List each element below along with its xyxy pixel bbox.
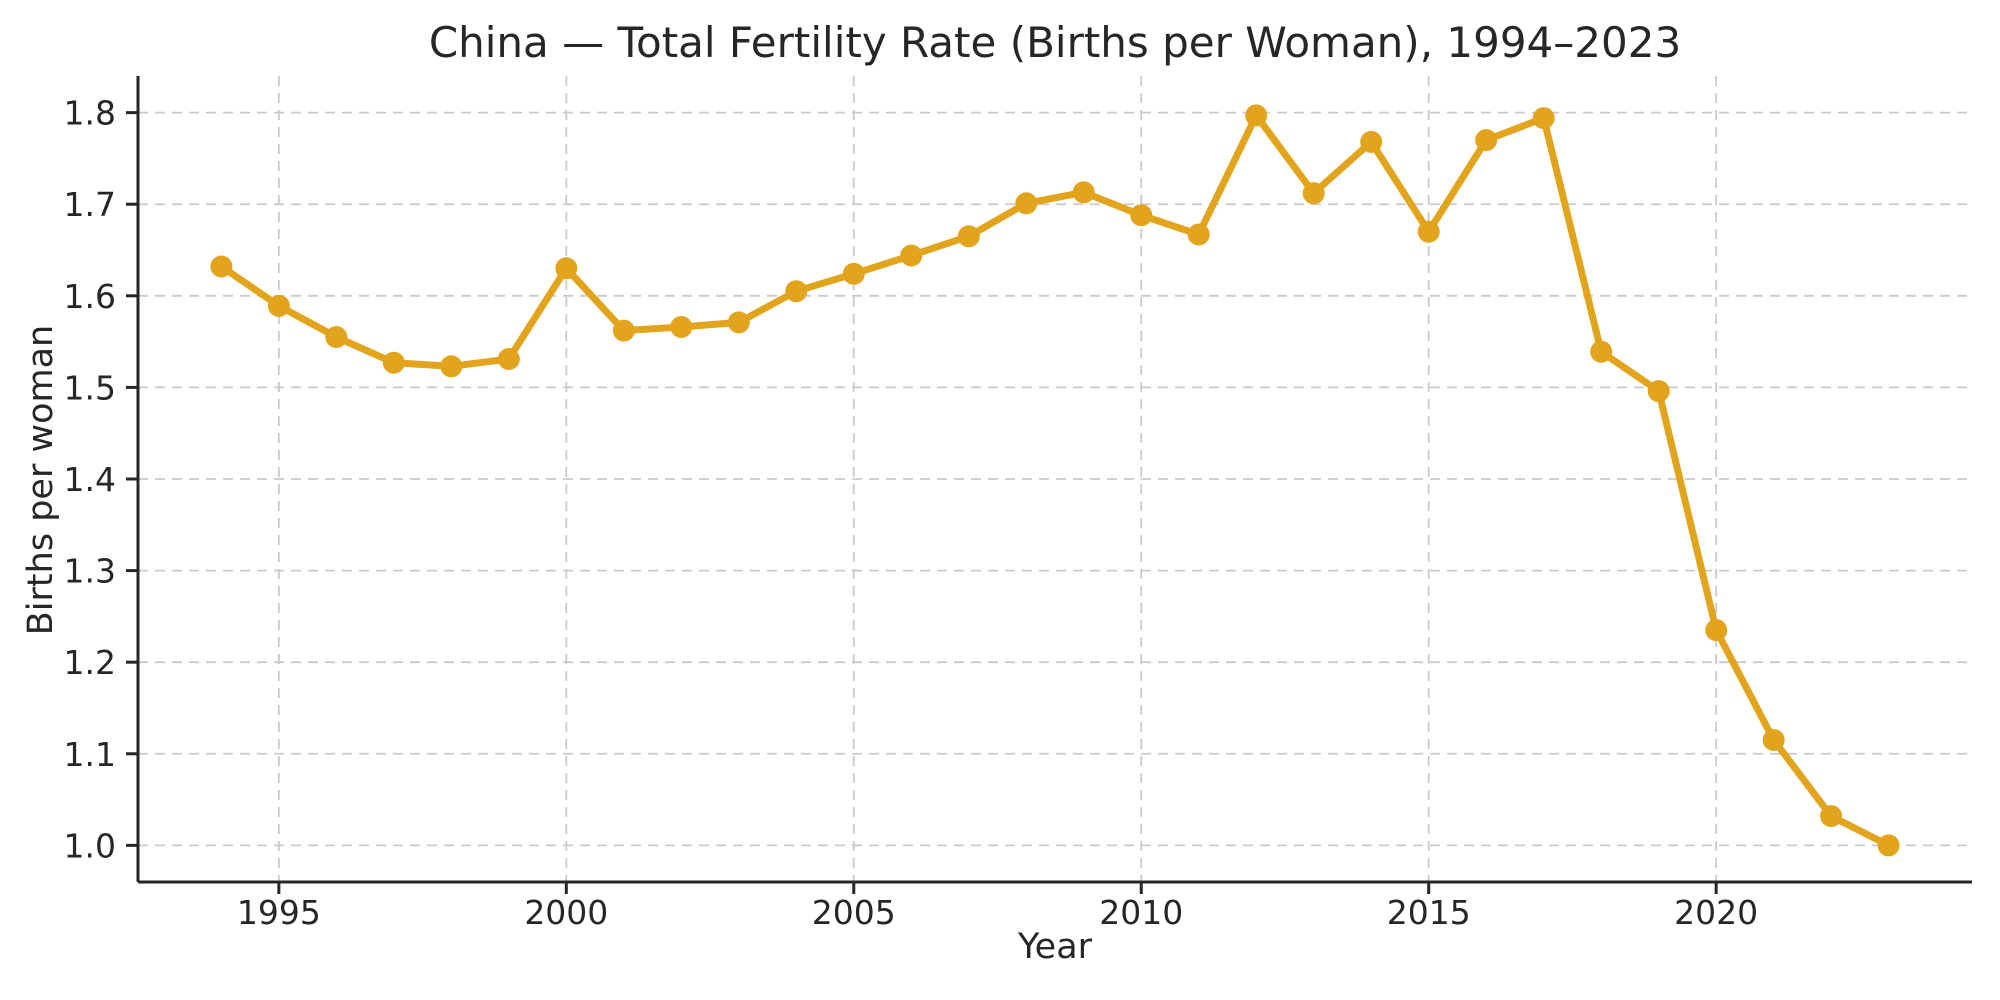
data-point [612, 319, 635, 342]
data-point [497, 348, 520, 370]
tick-marks [126, 111, 1718, 894]
data-point [555, 257, 578, 280]
x-tick-label: 2020 [1674, 893, 1758, 932]
y-tick-label: 1.7 [64, 185, 116, 224]
data-point [1015, 192, 1038, 215]
data-point [440, 355, 463, 378]
y-tick-label: 1.4 [64, 460, 116, 499]
data-point [842, 262, 865, 285]
grid [138, 76, 1972, 882]
data-point [1072, 181, 1095, 204]
y-tick-label: 1.3 [64, 552, 116, 591]
data-point [1187, 223, 1210, 246]
fertility-line [217, 111, 1893, 849]
data-point [1302, 182, 1325, 205]
y-tick-label: 1.2 [64, 643, 116, 682]
data-point [670, 316, 693, 338]
data-point [382, 351, 405, 374]
y-tick-label: 1.0 [64, 826, 116, 865]
data-point [1245, 104, 1268, 127]
y-tick-label: 1.1 [64, 735, 116, 774]
data-point [1590, 340, 1613, 363]
data-point [957, 225, 980, 248]
data-point [1705, 619, 1728, 642]
data-point [1130, 204, 1153, 227]
tick-labels: 1.0 1.1 1.2 1.3 1.4 1.5 1.6 1.7 1.8 1995 2000 2005 2… [64, 94, 1759, 932]
y-tick-label: 1.6 [64, 277, 116, 316]
y-axis-label: Births per woman [21, 325, 61, 635]
y-tick-label: 1.8 [64, 94, 116, 133]
data-point [267, 294, 290, 317]
data-point [1532, 107, 1555, 130]
data-point [1877, 834, 1900, 857]
x-tick-label: 1995 [237, 893, 321, 932]
x-axis-label: Year [1017, 927, 1093, 967]
data-point [900, 244, 923, 267]
data-point [727, 311, 750, 334]
x-tick-label: 2015 [1387, 893, 1471, 932]
data-point [1820, 805, 1843, 828]
chart-title: China — Total Fertility Rate (Births per… [429, 18, 1681, 67]
fertility-line-series [210, 104, 1900, 857]
data-point [1360, 130, 1383, 153]
data-point [1417, 220, 1440, 243]
data-point [1647, 380, 1670, 403]
data-point [325, 326, 348, 348]
data-point [785, 280, 808, 303]
data-point [1475, 129, 1498, 152]
data-point [1762, 729, 1785, 751]
x-tick-label: 2000 [524, 893, 608, 932]
x-tick-label: 2010 [1099, 893, 1183, 932]
y-tick-label: 1.5 [64, 368, 116, 407]
data-point [210, 255, 233, 278]
x-tick-label: 2005 [812, 893, 896, 932]
